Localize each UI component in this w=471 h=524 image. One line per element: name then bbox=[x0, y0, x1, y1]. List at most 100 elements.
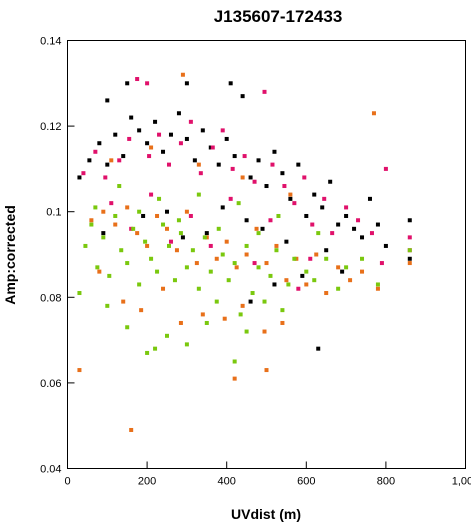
data-point bbox=[328, 179, 333, 184]
data-point bbox=[240, 94, 245, 99]
data-point bbox=[216, 162, 221, 167]
data-point bbox=[127, 136, 132, 141]
data-point bbox=[208, 243, 213, 248]
data-point bbox=[139, 308, 144, 313]
data-point bbox=[89, 222, 94, 227]
data-point bbox=[210, 145, 215, 150]
data-point bbox=[93, 205, 98, 210]
data-point bbox=[145, 81, 150, 86]
y-tick-label: 0.1 bbox=[46, 207, 61, 219]
data-point bbox=[220, 205, 225, 210]
data-point bbox=[165, 226, 169, 231]
data-point bbox=[407, 218, 412, 223]
data-point bbox=[244, 252, 249, 257]
data-point bbox=[262, 329, 267, 334]
x-axis-label: UVdist (m) bbox=[231, 506, 301, 522]
data-point bbox=[214, 299, 219, 304]
data-point bbox=[180, 235, 185, 240]
data-point bbox=[137, 128, 142, 133]
data-point bbox=[131, 226, 136, 231]
data-point bbox=[312, 278, 317, 283]
y-tick-label: 0.04 bbox=[40, 464, 61, 476]
data-point bbox=[184, 81, 189, 86]
data-point bbox=[166, 243, 171, 248]
data-point bbox=[238, 312, 243, 317]
data-point bbox=[81, 171, 86, 176]
data-point bbox=[228, 196, 233, 201]
data-point bbox=[256, 158, 261, 163]
data-point bbox=[360, 269, 365, 274]
data-point bbox=[320, 205, 325, 210]
data-point bbox=[83, 243, 88, 248]
data-point bbox=[274, 248, 279, 253]
data-point bbox=[157, 196, 162, 201]
data-point bbox=[101, 235, 106, 240]
data-point bbox=[300, 273, 305, 278]
data-point bbox=[137, 282, 142, 287]
data-point bbox=[105, 162, 110, 167]
data-point bbox=[344, 265, 349, 270]
data-point bbox=[180, 72, 185, 77]
data-point bbox=[280, 308, 285, 313]
data-point bbox=[101, 209, 106, 214]
data-point bbox=[202, 235, 207, 240]
data-point bbox=[125, 261, 130, 266]
data-point bbox=[222, 316, 227, 321]
x-tick-label: 1,000 bbox=[452, 476, 471, 488]
data-point bbox=[196, 192, 201, 197]
data-point bbox=[284, 278, 289, 283]
data-point bbox=[288, 196, 293, 201]
data-point bbox=[344, 213, 349, 218]
data-point bbox=[157, 132, 162, 137]
data-point bbox=[230, 166, 235, 171]
data-point bbox=[336, 222, 341, 227]
data-point bbox=[137, 209, 142, 214]
data-point bbox=[407, 261, 412, 266]
data-point bbox=[190, 248, 195, 253]
data-point bbox=[304, 269, 309, 274]
data-point bbox=[174, 248, 179, 253]
data-point bbox=[166, 162, 171, 167]
data-point bbox=[161, 149, 166, 154]
data-point bbox=[113, 132, 118, 137]
data-point bbox=[375, 286, 380, 291]
data-point bbox=[371, 111, 376, 116]
data-point bbox=[165, 209, 169, 214]
data-point bbox=[232, 359, 237, 364]
data-point bbox=[296, 162, 301, 167]
data-point bbox=[348, 278, 353, 283]
data-point bbox=[105, 98, 110, 103]
data-point bbox=[77, 368, 82, 373]
data-point bbox=[153, 119, 158, 124]
data-point bbox=[322, 196, 327, 201]
x-tick-label: 600 bbox=[297, 476, 315, 488]
x-tick-label: 200 bbox=[138, 476, 156, 488]
data-point bbox=[256, 265, 261, 270]
plot-frame bbox=[67, 40, 466, 469]
data-point bbox=[188, 213, 193, 218]
data-point bbox=[330, 231, 335, 236]
data-point bbox=[184, 265, 189, 270]
data-point bbox=[232, 154, 237, 159]
data-point bbox=[248, 299, 253, 304]
data-point bbox=[356, 218, 361, 223]
data-point bbox=[308, 256, 313, 261]
data-point bbox=[168, 132, 173, 137]
data-point bbox=[288, 192, 293, 197]
data-point bbox=[93, 149, 98, 154]
data-point bbox=[272, 282, 277, 287]
data-point bbox=[260, 226, 265, 231]
data-point bbox=[125, 81, 130, 86]
data-point bbox=[119, 248, 124, 253]
data-point bbox=[244, 329, 249, 334]
data-point bbox=[113, 222, 118, 227]
data-point bbox=[155, 269, 160, 274]
data-point bbox=[145, 350, 150, 355]
y-tick-label: 0.08 bbox=[40, 292, 61, 304]
data-point bbox=[220, 128, 225, 133]
data-point bbox=[77, 291, 82, 296]
data-point bbox=[379, 261, 384, 266]
y-tick-label: 0.12 bbox=[40, 121, 61, 133]
data-point bbox=[264, 368, 269, 373]
